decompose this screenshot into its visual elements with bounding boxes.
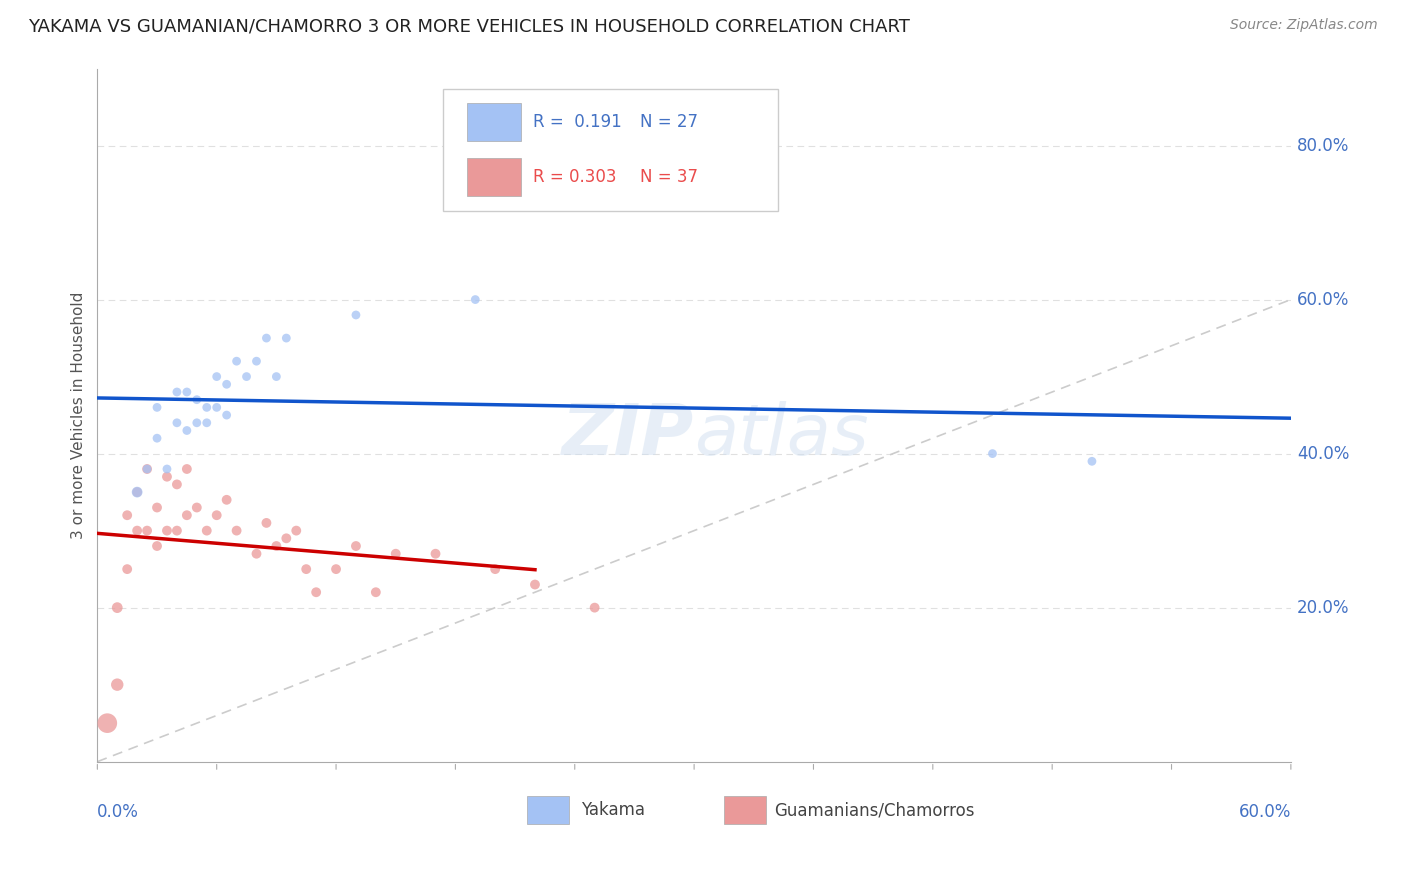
Point xyxy=(127,524,149,538)
Point xyxy=(105,678,128,692)
Point xyxy=(295,562,318,576)
Point xyxy=(205,508,228,523)
Point xyxy=(136,462,159,476)
FancyBboxPatch shape xyxy=(443,89,778,211)
Point xyxy=(981,447,1004,461)
Point xyxy=(254,331,277,345)
Point xyxy=(276,331,298,345)
FancyBboxPatch shape xyxy=(467,103,522,141)
Point xyxy=(115,562,138,576)
Point xyxy=(166,524,188,538)
Point xyxy=(136,524,159,538)
Text: YAKAMA VS GUAMANIAN/CHAMORRO 3 OR MORE VEHICLES IN HOUSEHOLD CORRELATION CHART: YAKAMA VS GUAMANIAN/CHAMORRO 3 OR MORE V… xyxy=(28,18,910,36)
Point xyxy=(344,539,367,553)
Point xyxy=(364,585,387,599)
Text: R = 0.303: R = 0.303 xyxy=(533,168,616,186)
Point xyxy=(146,431,169,445)
Point xyxy=(186,500,208,515)
Point xyxy=(325,562,347,576)
Point xyxy=(127,485,149,500)
Point xyxy=(156,524,179,538)
Point xyxy=(484,562,506,576)
Point xyxy=(186,416,208,430)
Point xyxy=(176,384,198,399)
Point xyxy=(156,462,179,476)
Point xyxy=(215,492,238,507)
Point xyxy=(266,369,288,384)
Text: 60.0%: 60.0% xyxy=(1239,804,1291,822)
Point xyxy=(464,293,486,307)
Point xyxy=(276,531,298,545)
Point xyxy=(176,424,198,438)
Point xyxy=(215,408,238,422)
Point xyxy=(225,354,247,368)
Point xyxy=(195,416,218,430)
Point xyxy=(266,539,288,553)
Point xyxy=(136,462,159,476)
Text: Source: ZipAtlas.com: Source: ZipAtlas.com xyxy=(1230,18,1378,32)
Point xyxy=(245,547,267,561)
Text: 60.0%: 60.0% xyxy=(1296,291,1350,309)
FancyBboxPatch shape xyxy=(724,797,766,824)
Text: N = 27: N = 27 xyxy=(640,113,699,131)
Point xyxy=(523,577,546,591)
Point xyxy=(105,600,128,615)
Point xyxy=(127,485,149,500)
Point xyxy=(205,369,228,384)
Point xyxy=(186,392,208,407)
Point xyxy=(1081,454,1104,468)
Text: 20.0%: 20.0% xyxy=(1296,599,1350,616)
FancyBboxPatch shape xyxy=(527,797,569,824)
Y-axis label: 3 or more Vehicles in Household: 3 or more Vehicles in Household xyxy=(72,292,86,539)
Point xyxy=(146,401,169,415)
Point xyxy=(166,477,188,491)
Point xyxy=(195,524,218,538)
Point xyxy=(305,585,328,599)
Text: N = 37: N = 37 xyxy=(640,168,699,186)
Text: 40.0%: 40.0% xyxy=(1296,444,1350,463)
Point xyxy=(176,462,198,476)
Text: atlas: atlas xyxy=(695,401,869,470)
Point xyxy=(425,547,447,561)
Point xyxy=(166,384,188,399)
Point xyxy=(146,539,169,553)
Point xyxy=(254,516,277,530)
Point xyxy=(215,377,238,392)
Text: Guamanians/Chamorros: Guamanians/Chamorros xyxy=(775,801,974,819)
Point xyxy=(583,600,606,615)
FancyBboxPatch shape xyxy=(467,158,522,195)
Text: Yakama: Yakama xyxy=(581,801,645,819)
Point xyxy=(176,508,198,523)
Text: R =  0.191: R = 0.191 xyxy=(533,113,621,131)
Point xyxy=(96,716,118,731)
Point xyxy=(195,401,218,415)
Point xyxy=(285,524,308,538)
Text: 80.0%: 80.0% xyxy=(1296,136,1350,154)
Point xyxy=(245,354,267,368)
Point xyxy=(156,469,179,483)
Point xyxy=(146,500,169,515)
Point xyxy=(235,369,257,384)
Point xyxy=(166,416,188,430)
Point xyxy=(384,547,406,561)
Point xyxy=(225,524,247,538)
Text: 0.0%: 0.0% xyxy=(97,804,139,822)
Text: ZIP: ZIP xyxy=(562,401,695,470)
Point xyxy=(205,401,228,415)
Point xyxy=(344,308,367,322)
Point xyxy=(115,508,138,523)
